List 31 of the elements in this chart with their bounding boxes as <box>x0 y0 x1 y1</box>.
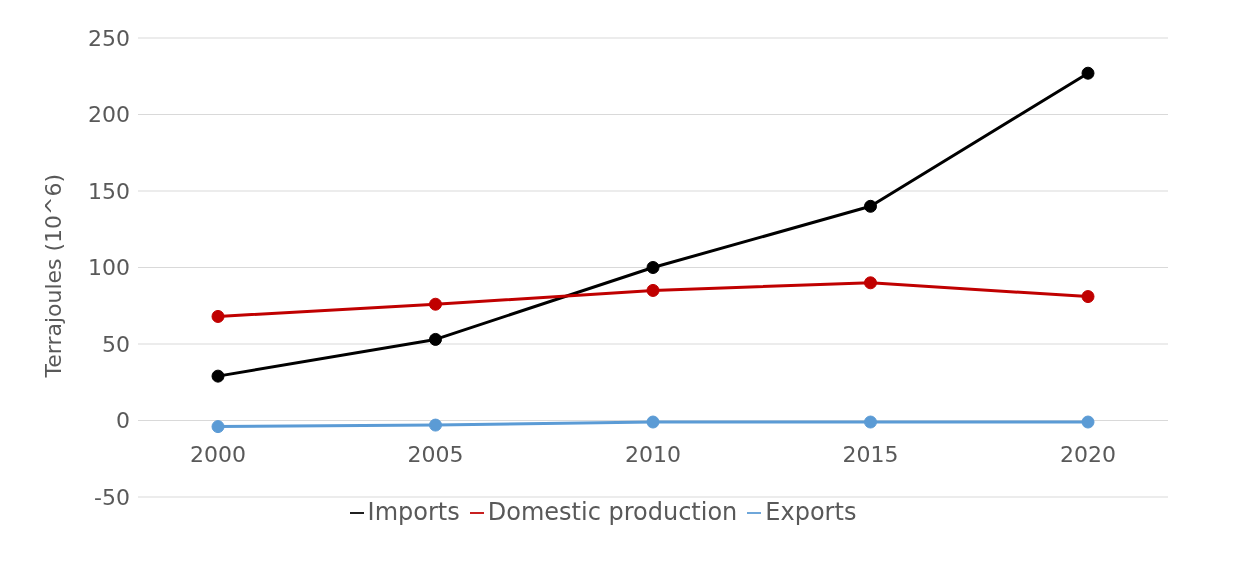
point <box>864 199 877 213</box>
legend-label: Exports <box>765 498 857 526</box>
point <box>429 332 442 346</box>
point <box>864 415 877 429</box>
x-tick-label: 2015 <box>842 442 899 468</box>
legend-label: Imports <box>367 498 460 526</box>
point <box>429 297 442 311</box>
legend-label: Domestic production <box>487 498 738 526</box>
y-tick-label: 100 <box>88 255 130 281</box>
y-tick-label: 200 <box>88 102 130 128</box>
y-axis-title: Terrajoules (10^6) <box>40 173 66 379</box>
point <box>429 418 442 432</box>
point <box>1081 415 1095 429</box>
point <box>864 276 877 290</box>
x-tick-label: 2000 <box>190 442 246 468</box>
y-tick-label: 50 <box>102 331 130 357</box>
x-tick-label: 2020 <box>1060 442 1116 468</box>
x-tick-label: 2010 <box>625 442 681 468</box>
point <box>211 369 225 383</box>
y-tick-label: 0 <box>116 408 130 434</box>
point <box>211 420 225 434</box>
point <box>646 415 660 429</box>
x-tick-label: 2005 <box>407 442 464 468</box>
y-tick-label: 250 <box>88 25 130 51</box>
point <box>646 283 660 297</box>
point <box>1081 66 1095 80</box>
point <box>211 309 225 323</box>
point <box>1081 290 1095 304</box>
y-tick-label: 150 <box>88 178 130 204</box>
y-tick-label: -50 <box>94 484 130 510</box>
point <box>646 261 660 274</box>
